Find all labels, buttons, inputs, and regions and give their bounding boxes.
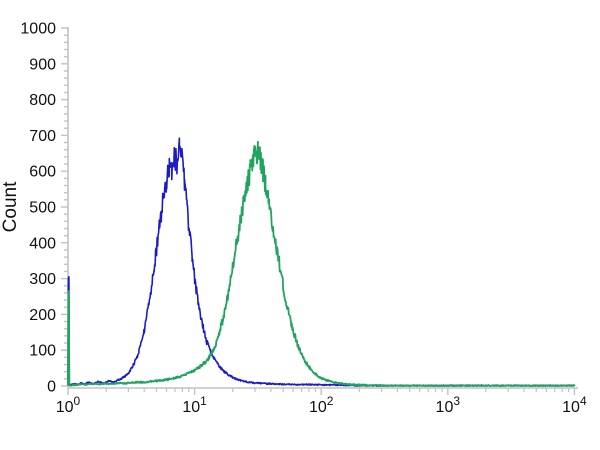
- x-tick-label: 103: [436, 394, 461, 416]
- histogram-curves: [67, 137, 576, 387]
- y-tick-label: 1000: [20, 21, 56, 38]
- y-tick-label: 900: [29, 56, 56, 73]
- x-tick-label: 100: [56, 394, 81, 416]
- y-tick-label: 0: [47, 379, 56, 396]
- blue-histogram: [67, 137, 576, 387]
- y-axis-title: Count: [0, 181, 21, 232]
- y-tick-label: 600: [29, 164, 56, 181]
- y-tick-label: 400: [29, 235, 56, 252]
- x-tick-label: 102: [309, 394, 334, 416]
- y-tick-label: 700: [29, 128, 56, 145]
- y-tick-label: 200: [29, 307, 56, 324]
- axes: [67, 27, 578, 389]
- axis-ticks: [61, 27, 576, 395]
- y-tick-label: 500: [29, 200, 56, 217]
- x-tick-label: 104: [562, 394, 587, 416]
- y-tick-label: 800: [29, 92, 56, 109]
- green-histogram: [67, 140, 576, 387]
- y-tick-label: 300: [29, 271, 56, 288]
- x-tick-label: 101: [182, 394, 207, 416]
- y-tick-label: 100: [29, 343, 56, 360]
